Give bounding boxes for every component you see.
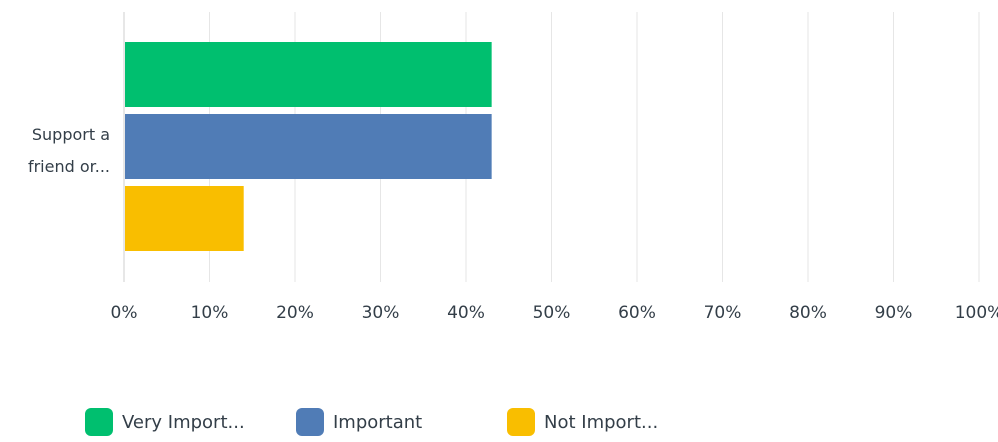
legend-swatch-very-important (85, 408, 113, 436)
x-tick-label: 50% (533, 303, 571, 323)
legend-label-important: Important (333, 411, 423, 433)
category-label-line-1: Support a (32, 125, 110, 144)
x-tick-label: 10% (191, 303, 229, 323)
x-tick-label: 20% (276, 303, 314, 323)
x-tick-label: 30% (362, 303, 400, 323)
legend-swatch-important (296, 408, 324, 436)
legend-swatch-not-important (507, 408, 535, 436)
bar-important[interactable] (125, 114, 492, 179)
x-tick-label: 80% (789, 303, 827, 323)
legend-label-very-important: Very Import... (122, 411, 245, 433)
x-tick-label: 100% (955, 303, 998, 323)
legend-item-important[interactable]: Important (296, 408, 422, 436)
bars (125, 42, 492, 251)
x-tick-label: 70% (704, 303, 742, 323)
legend-item-not-important[interactable]: Not Import... (507, 408, 658, 436)
bar-very-import[interactable] (125, 42, 492, 107)
x-tick-label: 60% (618, 303, 656, 323)
legend-item-very-important[interactable]: Very Import... (85, 408, 245, 436)
bar-not-import[interactable] (125, 186, 244, 251)
x-axis-ticks: 0% 10% 20% 30% 40% 50% 60% 70% 80% 90% 100% (111, 303, 998, 323)
x-tick-label: 90% (875, 303, 913, 323)
x-tick-label: 40% (447, 303, 485, 323)
legend: Very Import... Important Not Import... (0, 408, 998, 442)
legend-label-not-important: Not Import... (544, 411, 659, 433)
category-label-line-2: friend or... (28, 157, 110, 176)
x-tick-label: 0% (111, 303, 138, 323)
